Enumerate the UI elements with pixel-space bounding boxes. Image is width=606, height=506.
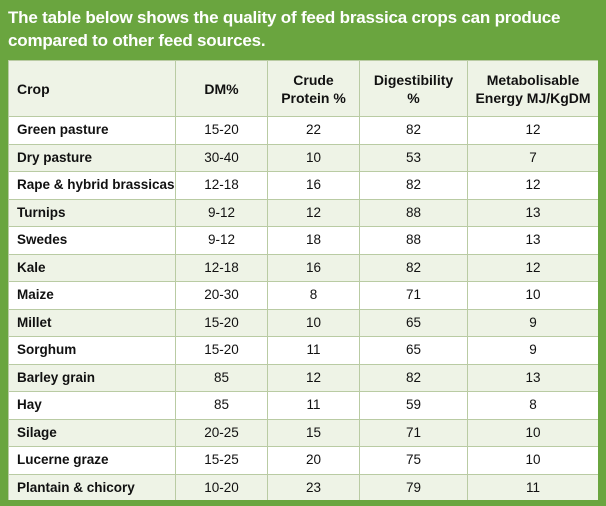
table-row: Millet 15-20 10 65 9 <box>8 308 598 337</box>
cell-dm: 20-30 <box>175 281 268 310</box>
cell-crude-protein: 15 <box>267 418 360 447</box>
cell-metabolisable-energy: 10 <box>467 281 598 310</box>
cell-metabolisable-energy: 9 <box>467 336 598 365</box>
cell-metabolisable-energy: 11 <box>467 473 598 500</box>
cell-crude-protein: 16 <box>267 171 360 200</box>
cell-digestibility: 82 <box>359 171 468 200</box>
cell-digestibility: 82 <box>359 116 468 145</box>
cell-metabolisable-energy: 13 <box>467 198 598 227</box>
cell-crop: Barley grain <box>8 363 176 392</box>
cell-crude-protein: 11 <box>267 391 360 420</box>
header-digestibility-line1: Digestibility <box>373 71 454 88</box>
cell-digestibility: 53 <box>359 143 468 172</box>
cell-digestibility: 71 <box>359 281 468 310</box>
cell-crude-protein: 11 <box>267 336 360 365</box>
cell-crude-protein: 23 <box>267 473 360 500</box>
cell-dm: 85 <box>175 363 268 392</box>
table-row: Lucerne graze 15-25 20 75 10 <box>8 446 598 475</box>
cell-crude-protein: 12 <box>267 198 360 227</box>
feed-quality-table: Crop DM% Crude Protein % Digestibility %… <box>8 60 598 500</box>
cell-dm: 85 <box>175 391 268 420</box>
table-row: Barley grain 85 12 82 13 <box>8 363 598 392</box>
cell-digestibility: 65 <box>359 336 468 365</box>
cell-crop: Silage <box>8 418 176 447</box>
header-energy-line1: Metabolisable <box>486 71 580 88</box>
cell-crude-protein: 18 <box>267 226 360 255</box>
cell-crude-protein: 12 <box>267 363 360 392</box>
cell-crop: Kale <box>8 253 176 282</box>
cell-digestibility: 82 <box>359 363 468 392</box>
cell-crop: Plantain & chicory <box>8 473 176 500</box>
header-digestibility: Digestibility % <box>359 60 468 117</box>
cell-crude-protein: 16 <box>267 253 360 282</box>
table-row: Plantain & chicory 10-20 23 79 11 <box>8 473 598 500</box>
cell-dm: 20-25 <box>175 418 268 447</box>
cell-dm: 15-20 <box>175 116 268 145</box>
table-row: Dry pasture 30-40 10 53 7 <box>8 143 598 172</box>
table-row: Hay 85 11 59 8 <box>8 391 598 420</box>
cell-digestibility: 82 <box>359 253 468 282</box>
cell-crude-protein: 10 <box>267 308 360 337</box>
table-row: Kale 12-18 16 82 12 <box>8 253 598 282</box>
header-digestibility-line2: % <box>407 89 420 106</box>
cell-crop: Maize <box>8 281 176 310</box>
header-crude-protein-line2: Protein % <box>281 89 346 106</box>
cell-dm: 9-12 <box>175 198 268 227</box>
header-crop: Crop <box>8 60 176 117</box>
cell-metabolisable-energy: 12 <box>467 116 598 145</box>
cell-metabolisable-energy: 13 <box>467 363 598 392</box>
cell-crop: Lucerne graze <box>8 446 176 475</box>
heading: The table below shows the quality of fee… <box>8 8 561 50</box>
cell-dm: 12-18 <box>175 171 268 200</box>
cell-dm: 12-18 <box>175 253 268 282</box>
table-row: Rape & hybrid brassicas 12-18 16 82 12 <box>8 171 598 200</box>
header-energy-line2: Energy MJ/KgDM <box>475 89 591 106</box>
cell-digestibility: 88 <box>359 226 468 255</box>
cell-dm: 9-12 <box>175 226 268 255</box>
cell-digestibility: 88 <box>359 198 468 227</box>
cell-digestibility: 71 <box>359 418 468 447</box>
cell-digestibility: 79 <box>359 473 468 500</box>
cell-metabolisable-energy: 12 <box>467 171 598 200</box>
cell-metabolisable-energy: 10 <box>467 446 598 475</box>
cell-metabolisable-energy: 9 <box>467 308 598 337</box>
cell-dm: 15-20 <box>175 336 268 365</box>
cell-metabolisable-energy: 12 <box>467 253 598 282</box>
table-row: Swedes 9-12 18 88 13 <box>8 226 598 255</box>
cell-crop: Hay <box>8 391 176 420</box>
table-row: Silage 20-25 15 71 10 <box>8 418 598 447</box>
cell-crude-protein: 20 <box>267 446 360 475</box>
cell-crude-protein: 22 <box>267 116 360 145</box>
table-header-row: Crop DM% Crude Protein % Digestibility %… <box>8 60 598 117</box>
cell-metabolisable-energy: 10 <box>467 418 598 447</box>
cell-crop: Sorghum <box>8 336 176 365</box>
cell-crude-protein: 10 <box>267 143 360 172</box>
cell-metabolisable-energy: 7 <box>467 143 598 172</box>
cell-dm: 15-25 <box>175 446 268 475</box>
header-dm: DM% <box>175 60 268 117</box>
cell-crop: Swedes <box>8 226 176 255</box>
table-row: Sorghum 15-20 11 65 9 <box>8 336 598 365</box>
cell-dm: 10-20 <box>175 473 268 500</box>
header-metabolisable-energy: Metabolisable Energy MJ/KgDM <box>467 60 598 117</box>
cell-crop: Millet <box>8 308 176 337</box>
cell-metabolisable-energy: 8 <box>467 391 598 420</box>
cell-digestibility: 75 <box>359 446 468 475</box>
table-row: Turnips 9-12 12 88 13 <box>8 198 598 227</box>
cell-crop: Turnips <box>8 198 176 227</box>
header-crude-protein: Crude Protein % <box>267 60 360 117</box>
table-row: Green pasture 15-20 22 82 12 <box>8 116 598 145</box>
cell-dm: 30-40 <box>175 143 268 172</box>
cell-digestibility: 59 <box>359 391 468 420</box>
cell-crop: Rape & hybrid brassicas <box>8 171 176 200</box>
cell-dm: 15-20 <box>175 308 268 337</box>
header-crude-protein-line1: Crude <box>293 71 334 88</box>
cell-crude-protein: 8 <box>267 281 360 310</box>
cell-crop: Green pasture <box>8 116 176 145</box>
cell-digestibility: 65 <box>359 308 468 337</box>
cell-metabolisable-energy: 13 <box>467 226 598 255</box>
table-row: Maize 20-30 8 71 10 <box>8 281 598 310</box>
cell-crop: Dry pasture <box>8 143 176 172</box>
